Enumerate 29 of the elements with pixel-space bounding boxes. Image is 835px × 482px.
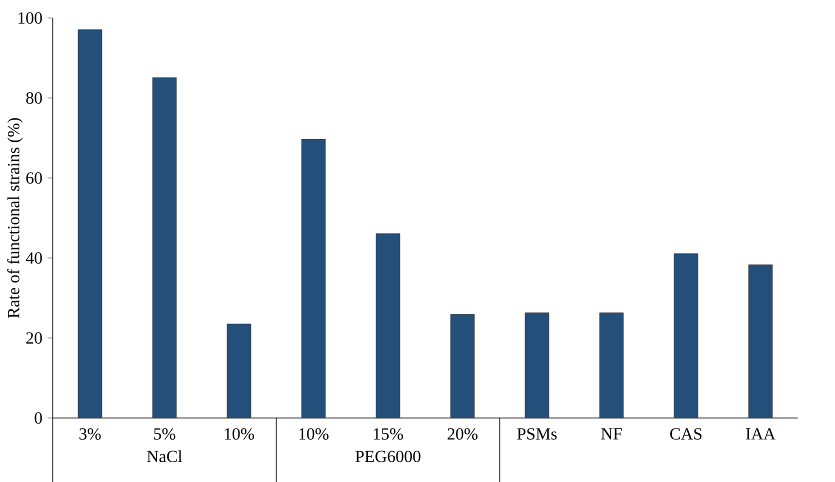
y-tick-label: 0 [34,412,42,424]
x-tick-label: 10% [299,428,328,440]
x-tick-label: IAA [746,428,776,440]
y-tick-label: 60 [26,172,42,184]
bar [599,312,624,418]
y-tick-label: 100 [18,12,42,24]
x-tick-label: 10% [224,428,254,440]
y-axis-title: Rate of functional strains (%) [7,118,23,318]
y-tick-label: 20 [26,332,42,344]
text: NaCl [147,450,182,462]
x-tick-label: 3% [79,428,101,440]
x-tick-label: NF [601,428,622,440]
y-tick-label: 40 [26,252,42,264]
x-tick-label: CAS [670,428,702,440]
x-tick-label: 15% [374,428,403,440]
bar [450,314,475,418]
x-tick-label: PSMs [517,428,557,440]
x-tick-label: 20% [448,428,478,440]
bar [748,264,773,418]
bar [674,253,698,418]
bar [376,233,400,418]
x-tick-label: 5% [154,428,176,440]
bar [524,312,550,418]
bar [78,29,102,418]
y-tick-label: 80 [26,92,42,104]
bar [152,77,177,418]
text: PEG6000 [355,450,420,462]
bar [226,324,252,418]
bar [301,138,326,418]
